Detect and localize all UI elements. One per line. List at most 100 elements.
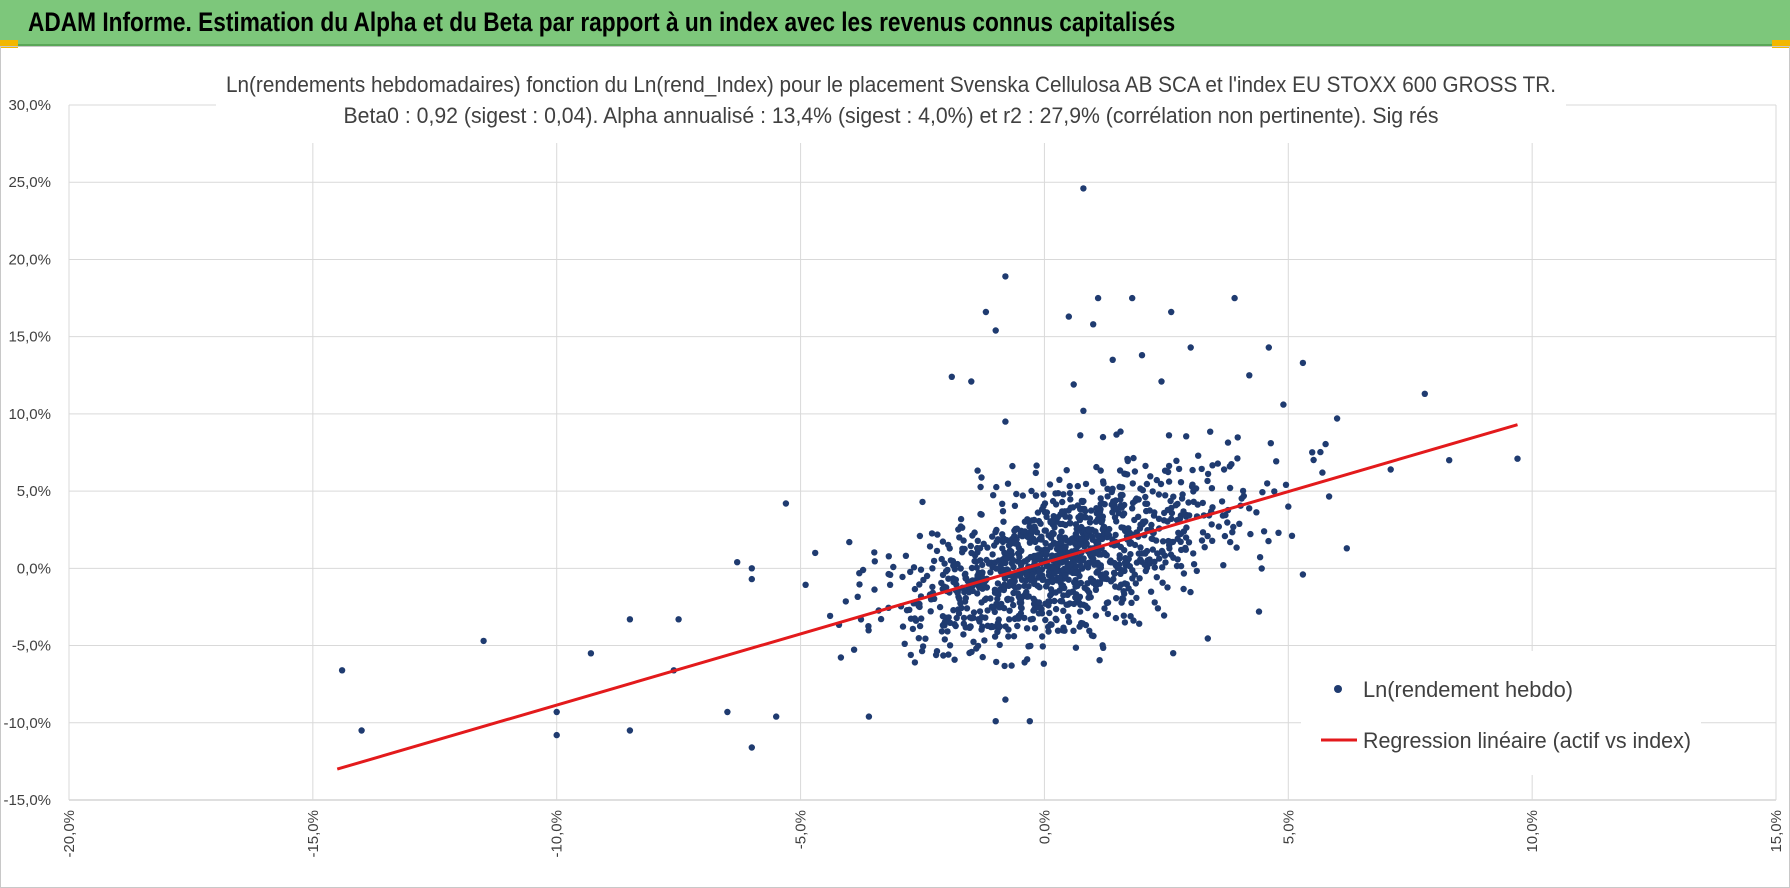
data-point [1227,538,1234,546]
data-point [1158,547,1166,555]
data-point [968,564,976,572]
data-point [969,587,976,595]
data-point [1011,527,1018,534]
data-point [1137,521,1144,528]
data-point [1086,515,1094,522]
data-point [1010,601,1017,609]
data-point [1120,510,1127,518]
data-point [1099,478,1107,485]
data-point [1073,580,1080,587]
data-point [1094,559,1101,566]
data-point [1058,583,1066,590]
data-point [1077,432,1084,439]
data-point [1104,599,1112,606]
data-point [945,651,952,658]
data-point [1093,505,1100,512]
data-point [1118,524,1125,531]
data-point [1099,575,1106,582]
data-point [1070,627,1077,634]
data-point [1052,540,1060,548]
data-point [1014,590,1021,597]
data-point [1030,595,1037,602]
data-point [1001,575,1009,582]
data-point [1164,468,1172,476]
data-point [1142,500,1149,507]
data-point [1099,535,1106,543]
data-point [1246,372,1253,379]
data-point [1204,470,1212,478]
data-point [1208,521,1215,528]
data-point [1114,564,1121,571]
scatter-chart: -15,0% -10,0% -5,0% 0,0% 5,0% 10,0% 15,0% 20,0%… [3,69,1785,858]
data-point [933,547,941,555]
data-point [877,615,885,623]
data-point [970,609,978,616]
data-point [1099,500,1106,507]
data-point [1078,535,1085,542]
data-point [1005,542,1013,549]
data-point [960,620,967,627]
data-point [1117,581,1125,588]
data-point [1109,356,1116,363]
data-point [949,557,957,565]
data-point [1052,615,1059,622]
data-point [1072,546,1080,554]
data-point [981,596,989,603]
data-point [973,564,980,571]
data-point [1204,532,1211,540]
data-point [1129,294,1136,302]
data-point [1164,584,1171,591]
data-point [1053,567,1061,574]
legend-background [1301,651,1701,775]
data-point [1421,390,1429,397]
data-point [978,474,985,481]
data-point [899,623,907,630]
data-point [926,543,934,550]
data-point [999,531,1006,538]
data-point [1138,352,1146,359]
data-point [1173,562,1181,570]
data-point [968,549,975,557]
data-point [950,578,957,586]
data-point [1051,597,1058,605]
data-point [1034,552,1042,559]
data-point [1112,531,1119,539]
data-point [1231,294,1238,302]
data-point [1121,619,1129,626]
data-point [916,603,923,611]
data-point [724,708,731,716]
data-point [939,538,947,545]
legend-point-icon [1334,685,1342,693]
data-point [1048,552,1056,559]
data-point [1079,620,1087,627]
data-point [1082,602,1089,609]
data-point [1092,612,1100,619]
data-point [1087,507,1095,514]
data-point [912,617,920,624]
data-point [1008,662,1015,669]
data-point [885,553,892,560]
data-point [907,568,914,576]
data-point [993,565,1000,572]
data-point [1094,294,1102,302]
data-point [1076,608,1084,615]
data-point [1172,502,1180,509]
data-point [996,623,1004,630]
data-point [960,631,967,638]
data-point [1094,568,1102,575]
data-point [1299,359,1307,367]
data-point [960,537,967,544]
data-point [907,651,914,659]
data-point [1131,468,1139,475]
data-point [1099,433,1107,441]
data-point [1006,616,1013,623]
data-point [1220,466,1228,473]
data-point [1033,462,1040,469]
data-point [968,378,975,385]
data-point [1239,487,1247,495]
data-point [1052,605,1060,613]
data-point [553,708,560,716]
data-point [1256,554,1264,561]
data-point [1325,493,1333,500]
data-point [1065,313,1073,320]
